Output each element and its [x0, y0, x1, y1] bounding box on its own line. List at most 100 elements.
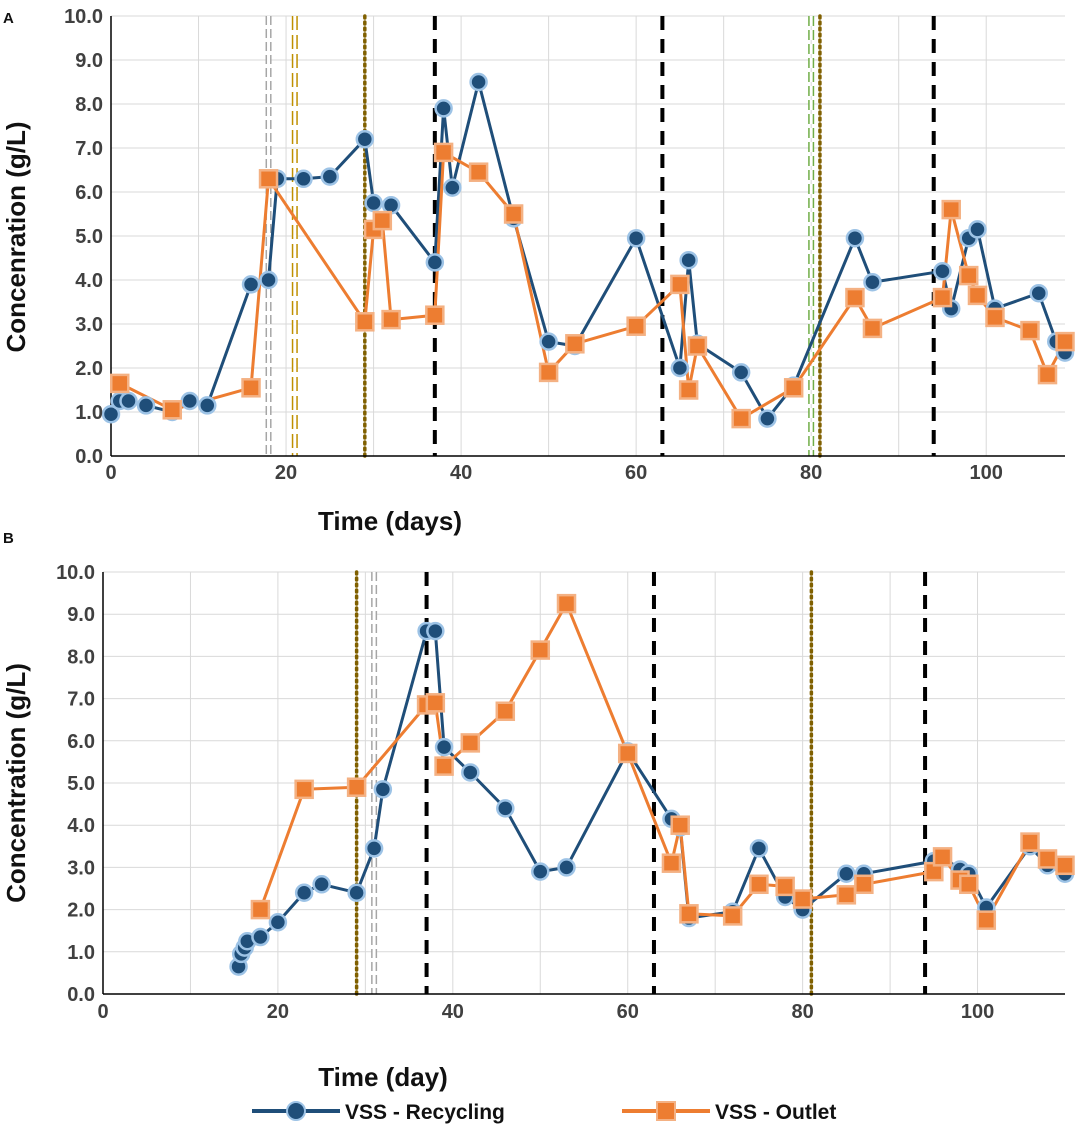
panel-a-letter: A — [3, 10, 14, 27]
x-tick-label: 40 — [450, 462, 472, 484]
recycling-data-point — [758, 409, 777, 428]
recycling-data-point — [461, 763, 480, 782]
y-tick-label: 2.0 — [67, 900, 95, 922]
panel-a-vertical-markers — [265, 14, 936, 458]
y-tick-label: 4.0 — [75, 270, 103, 292]
x-tick-label: 80 — [800, 462, 822, 484]
outlet-data-point — [556, 593, 577, 614]
outlet-data-point — [775, 876, 795, 897]
outlet-data-point — [932, 287, 953, 308]
y-tick-label: 2.0 — [75, 358, 103, 380]
panel-b-vertical-markers — [354, 570, 928, 996]
outlet-data-point — [503, 204, 524, 224]
outlet-data-point — [792, 889, 813, 909]
recycling-data-point — [373, 780, 393, 799]
outlet-data-point — [862, 318, 883, 339]
outlet-data-point — [433, 142, 454, 163]
outlet-data-point — [346, 777, 367, 797]
outlet-data-point — [258, 169, 279, 189]
recycling-data-point — [557, 858, 576, 877]
recycling-data-point — [241, 275, 261, 294]
recycling-data-point — [469, 72, 488, 92]
recycling-data-point — [312, 875, 331, 894]
x-tick-label: 60 — [617, 1001, 639, 1023]
recycling-data-point — [1029, 283, 1048, 303]
outlet-data-point — [241, 378, 261, 398]
panel-b-letter: B — [3, 530, 14, 547]
outlet-data-point — [985, 307, 1005, 328]
recycling-data-point — [355, 129, 375, 149]
outlet-data-point — [845, 287, 865, 308]
outlet-data-point — [749, 874, 769, 895]
outlet-data-point — [425, 693, 446, 713]
recycling-data-point — [679, 250, 698, 270]
recycling-data-point — [968, 220, 987, 239]
outlet-data-point — [250, 899, 271, 920]
outlet-data-point — [1020, 832, 1040, 852]
y-tick-label: 10.0 — [64, 6, 103, 28]
outlet-data-point — [783, 378, 804, 398]
recycling-data-point — [119, 391, 138, 411]
y-tick-label: 3.0 — [75, 314, 103, 336]
legend-outlet-square-icon — [656, 1101, 676, 1121]
outlet-data-point — [294, 779, 314, 800]
x-tick-label: 40 — [442, 1001, 464, 1023]
panel-b-series — [229, 593, 1075, 976]
x-tick-label: 80 — [792, 1001, 814, 1023]
y-tick-label: 9.0 — [75, 50, 103, 72]
outlet-data-point — [679, 904, 699, 924]
x-tick-label: 20 — [267, 1001, 289, 1023]
recycling-data-point — [863, 272, 882, 292]
x-tick-label: 0 — [105, 462, 116, 484]
outlet-data-point — [372, 210, 393, 231]
recycling-data-point — [539, 332, 558, 351]
panel-b-axes — [102, 572, 1065, 995]
panel-b-grid — [103, 571, 1065, 994]
outlet-data-point — [495, 701, 516, 722]
recycling-data-point — [381, 195, 401, 215]
outlet-data-point — [565, 334, 585, 354]
recycling-data-point — [434, 737, 454, 757]
recycling-data-point — [837, 864, 856, 883]
recycling-data-point — [670, 358, 690, 378]
outlet-data-point — [538, 362, 559, 383]
legend-item-outlet: VSS - Outlet — [622, 1101, 836, 1124]
recycling-data-point — [259, 270, 278, 290]
recycling-data-point — [845, 228, 865, 248]
x-tick-label: 20 — [275, 462, 297, 484]
recycling-data-point — [496, 799, 515, 818]
recycling-data-point — [443, 178, 462, 197]
recycling-data-point — [425, 253, 445, 272]
outlet-data-point — [434, 756, 454, 776]
recycling-data-point — [749, 839, 769, 858]
recycling-data-point — [180, 391, 200, 411]
y-tick-label: 8.0 — [75, 94, 103, 116]
y-tick-label: 1.0 — [75, 402, 103, 424]
outlet-data-point — [958, 265, 979, 286]
y-tick-label: 6.0 — [67, 731, 95, 753]
outlet-data-point — [530, 640, 551, 660]
recycling-data-point — [268, 913, 288, 932]
outlet-data-point — [731, 408, 751, 429]
panel-a-series — [101, 72, 1075, 429]
panel-b-y-axis-title: Concentration (g/L) — [1, 663, 31, 903]
y-tick-label: 3.0 — [67, 857, 95, 879]
y-tick-label: 4.0 — [67, 815, 95, 837]
recycling-data-point — [294, 883, 314, 902]
outlet-data-point — [355, 312, 375, 332]
recycling-data-point — [251, 927, 270, 947]
recycling-data-point — [347, 883, 366, 902]
outlet-data-point — [381, 309, 401, 330]
outlet-data-point — [836, 885, 857, 905]
x-tick-label: 100 — [970, 462, 1003, 484]
outlet-data-point — [1055, 331, 1075, 352]
y-tick-label: 5.0 — [67, 773, 95, 795]
y-tick-label: 9.0 — [67, 604, 95, 626]
outlet-data-point — [959, 874, 979, 895]
legend-outlet-label: VSS - Outlet — [715, 1101, 836, 1124]
y-tick-label: 10.0 — [56, 562, 95, 584]
outlet-data-point — [687, 336, 708, 356]
recycling-data-point — [731, 363, 751, 382]
legend-recycling-circle-icon — [286, 1101, 306, 1121]
